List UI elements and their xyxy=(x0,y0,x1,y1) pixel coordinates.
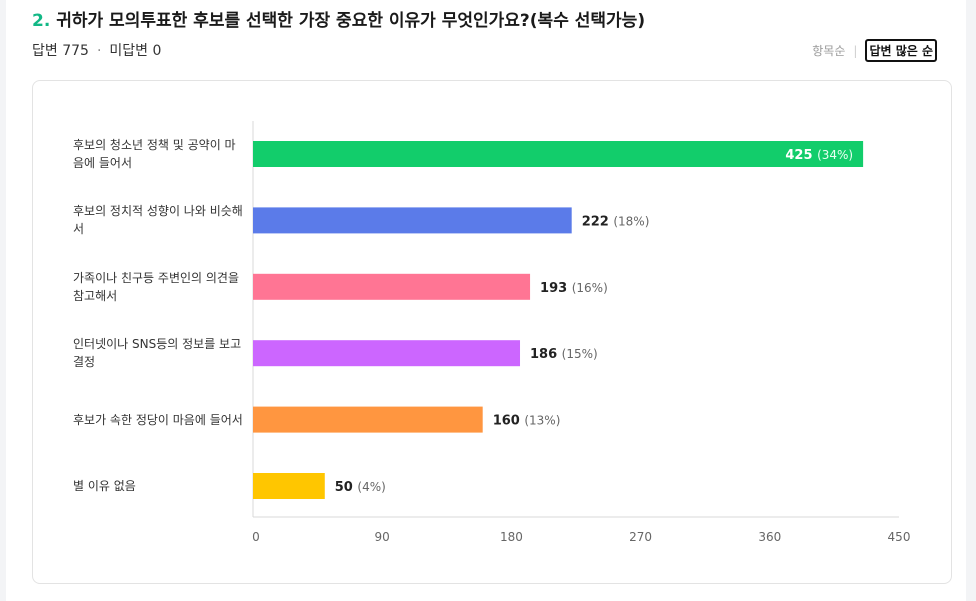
x-tick-label: 360 xyxy=(758,530,781,544)
survey-question-card: 2. 귀하가 모의투표한 후보를 선택한 가장 중요한 이유가 무엇인가요?(복… xyxy=(6,0,966,601)
sort-by-most-answers-button[interactable]: 답변 많은 순 xyxy=(865,39,937,62)
x-tick-label: 270 xyxy=(629,530,652,544)
x-tick-label: 0 xyxy=(252,530,260,544)
category-label: 별 이유 없음 xyxy=(73,479,136,493)
bar-value-label: 425 (34%) xyxy=(785,148,853,163)
category-label: 후보가 속한 정당이 마음에 들어서 xyxy=(73,412,243,427)
bar-2[interactable] xyxy=(253,207,572,234)
category-label: 후보의 정치적 성향이 나와 비슷해서 xyxy=(73,204,243,237)
x-tick-label: 180 xyxy=(500,530,523,544)
bar-value-label: 160 (13%) xyxy=(493,414,561,429)
bar-6[interactable] xyxy=(253,473,325,499)
question-title: 2. 귀하가 모의투표한 후보를 선택한 가장 중요한 이유가 무엇인가요?(복… xyxy=(32,6,645,31)
sort-options: 항목순 | 답변 많은 순 xyxy=(812,39,937,62)
response-stats: 답변 775 · 미답변 0 xyxy=(32,40,161,60)
question-number: 2. xyxy=(32,11,51,31)
bar-4[interactable] xyxy=(253,340,521,367)
bar-value-label: 193 (16%) xyxy=(540,281,608,296)
chart-container: 0 90 180 270 360 450 425 (34%) 222 (18%) 193 (16… xyxy=(32,80,952,584)
bar-value-label: 50 (4%) xyxy=(335,480,386,495)
category-label: 인터넷이나 SNS등의 정보를 보고 결정 xyxy=(73,337,242,370)
bar-chart: 0 90 180 270 360 450 425 (34%) 222 (18%) 193 (16… xyxy=(252,121,911,544)
question-text: 귀하가 모의투표한 후보를 선택한 가장 중요한 이유가 무엇인가요?(복수 선… xyxy=(56,11,646,31)
x-tick-label: 450 xyxy=(888,530,911,544)
sort-by-item-order-button[interactable]: 항목순 xyxy=(812,44,846,58)
bar-3[interactable] xyxy=(253,273,531,300)
bar-value-label: 186 (15%) xyxy=(530,347,598,362)
bar-1[interactable] xyxy=(253,141,864,167)
category-label: 가족이나 친구등 주변인의 의견을 참고해서 xyxy=(73,270,240,303)
x-tick-label: 90 xyxy=(375,530,390,544)
unanswered-count: 미답변 0 xyxy=(109,43,162,59)
stats-separator: · xyxy=(96,43,102,59)
bar-5[interactable] xyxy=(253,406,483,433)
category-label: 후보의 청소년 정책 및 공약이 마음에 들어서 xyxy=(73,138,236,170)
sort-separator: | xyxy=(853,44,858,58)
answered-count: 답변 775 xyxy=(32,43,89,59)
bar-value-label: 222 (18%) xyxy=(582,214,650,229)
